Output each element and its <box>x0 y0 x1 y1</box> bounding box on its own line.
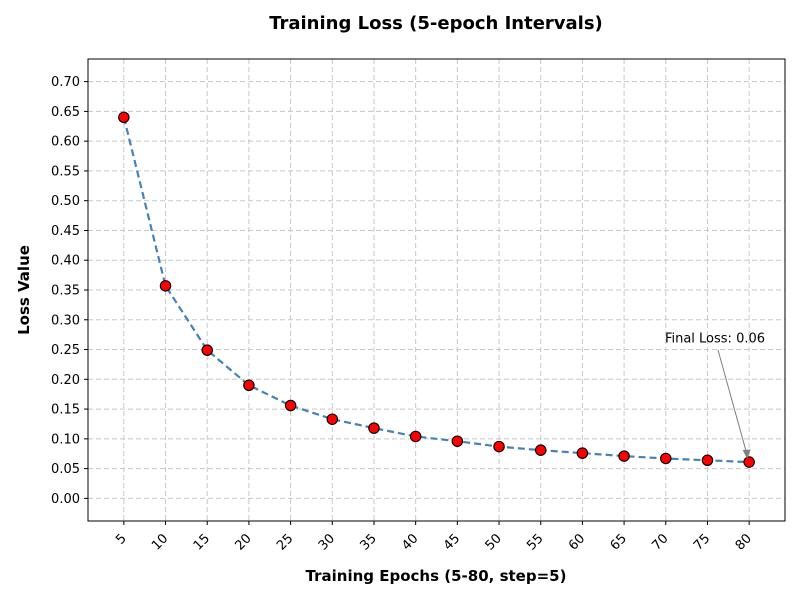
x-tick-label: 25 <box>274 531 296 553</box>
chart-title: Training Loss (5-epoch Intervals) <box>269 13 603 34</box>
y-tick-label: 0.25 <box>51 343 80 358</box>
x-tick-label: 35 <box>357 531 379 553</box>
y-tick-label: 0.15 <box>51 403 80 418</box>
loss-line <box>122 117 750 464</box>
x-tick-label: 30 <box>316 531 338 553</box>
x-tick-label: 65 <box>608 531 630 553</box>
y-tick-label: 0.30 <box>51 313 80 328</box>
y-tick-label: 0.55 <box>51 164 80 179</box>
y-axis-label: Loss Value <box>15 245 33 335</box>
data-point <box>493 440 505 453</box>
annotation-arrow <box>717 349 748 456</box>
x-tick-label: 40 <box>399 531 421 553</box>
x-tick-label: 5 <box>113 531 129 547</box>
y-tick-label: 0.45 <box>51 224 80 239</box>
x-tick-label: 15 <box>191 531 213 553</box>
data-point <box>368 422 380 434</box>
x-axis-label: Training Epochs (5-80, step=5) <box>306 567 567 585</box>
x-tick-label: 50 <box>483 531 505 553</box>
y-tick-label: 0.05 <box>51 462 80 477</box>
x-tick-label: 55 <box>524 531 546 553</box>
x-tick-label: 20 <box>232 531 254 553</box>
y-tick-label: 0.10 <box>51 432 80 447</box>
data-point <box>243 379 255 392</box>
data-point <box>159 280 172 292</box>
y-tick-label: 0.40 <box>51 254 80 269</box>
x-tick-label: 75 <box>691 531 713 553</box>
data-point <box>409 430 422 443</box>
y-tick-label: 0.70 <box>51 75 80 90</box>
y-tick-label: 0.35 <box>51 284 80 299</box>
annotation-arrowhead <box>742 449 751 460</box>
y-tick-label: 0.20 <box>51 373 80 388</box>
data-point <box>701 454 714 467</box>
x-tick-label: 70 <box>649 531 671 553</box>
data-point <box>118 111 130 124</box>
y-tick-label: 0.65 <box>51 105 80 120</box>
y-tick-label: 0.00 <box>51 492 80 507</box>
final-loss-annotation: Final Loss: 0.06 <box>665 332 765 460</box>
data-point <box>660 452 672 465</box>
x-axis-ticks: 5 10 15 20 25 30 35 40 45 50 55 60 65 70 75 80 <box>113 521 755 554</box>
x-tick-label: 80 <box>733 531 755 553</box>
x-tick-label: 60 <box>566 531 588 553</box>
data-point <box>618 450 630 462</box>
data-point <box>284 399 297 412</box>
data-point <box>326 413 339 425</box>
grid <box>88 59 785 521</box>
x-tick-label: 45 <box>441 531 463 553</box>
data-point <box>534 444 547 456</box>
annotation-text: Final Loss: 0.06 <box>665 332 765 347</box>
plot-frame <box>87 58 786 522</box>
data-point <box>201 344 213 356</box>
y-tick-label: 0.60 <box>51 135 80 150</box>
loss-series <box>118 111 755 468</box>
data-point <box>743 456 755 468</box>
y-tick-label: 0.50 <box>51 194 80 209</box>
data-point <box>576 447 589 459</box>
data-point <box>451 435 464 447</box>
x-tick-label: 10 <box>149 531 171 553</box>
y-axis-ticks: 0.00 0.05 0.10 0.15 0.20 0.25 0.30 0.35 0.40 0.45… <box>51 75 88 507</box>
